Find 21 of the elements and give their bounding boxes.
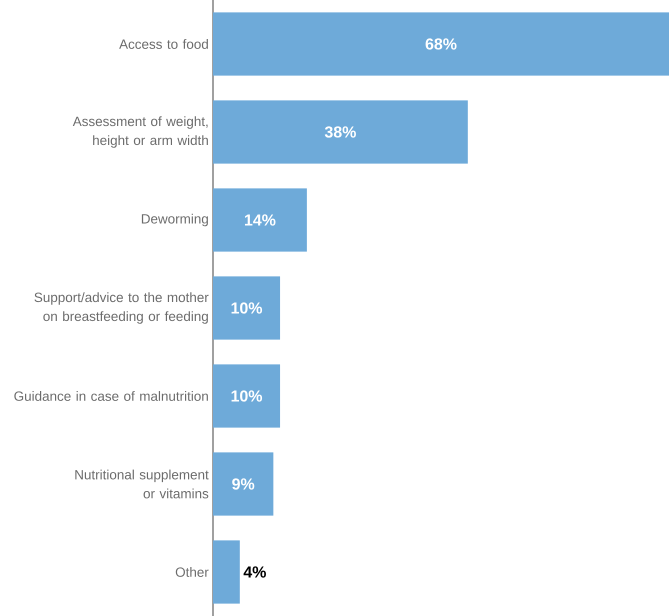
bar bbox=[213, 276, 280, 340]
bar bbox=[213, 364, 280, 428]
data-label: 10% bbox=[232, 302, 262, 314]
data-label: 10% bbox=[232, 390, 262, 402]
data-label: 4% bbox=[244, 566, 266, 578]
bar bbox=[213, 100, 468, 164]
y-tick-label: Access to food bbox=[119, 39, 208, 49]
y-tick-label: Assessment of weight, height or arm width bbox=[72, 116, 208, 148]
y-tick-label: Guidance in case of malnutrition bbox=[14, 391, 208, 401]
bar bbox=[213, 188, 307, 252]
y-tick-label: Nutritional supplement or vitamins bbox=[75, 470, 209, 498]
y-tick-label: Deworming bbox=[142, 214, 208, 226]
bar bbox=[213, 12, 669, 76]
y-tick-label: Support/advice to the mother on breastfeeding or feeding bbox=[34, 292, 209, 324]
data-label: 9% bbox=[232, 478, 254, 490]
bar bbox=[213, 540, 240, 604]
data-label: 14% bbox=[244, 214, 276, 226]
data-label: 38% bbox=[324, 126, 356, 138]
y-tick-label: Other bbox=[176, 567, 209, 577]
bar bbox=[213, 452, 274, 516]
data-label: 68% bbox=[426, 38, 457, 50]
